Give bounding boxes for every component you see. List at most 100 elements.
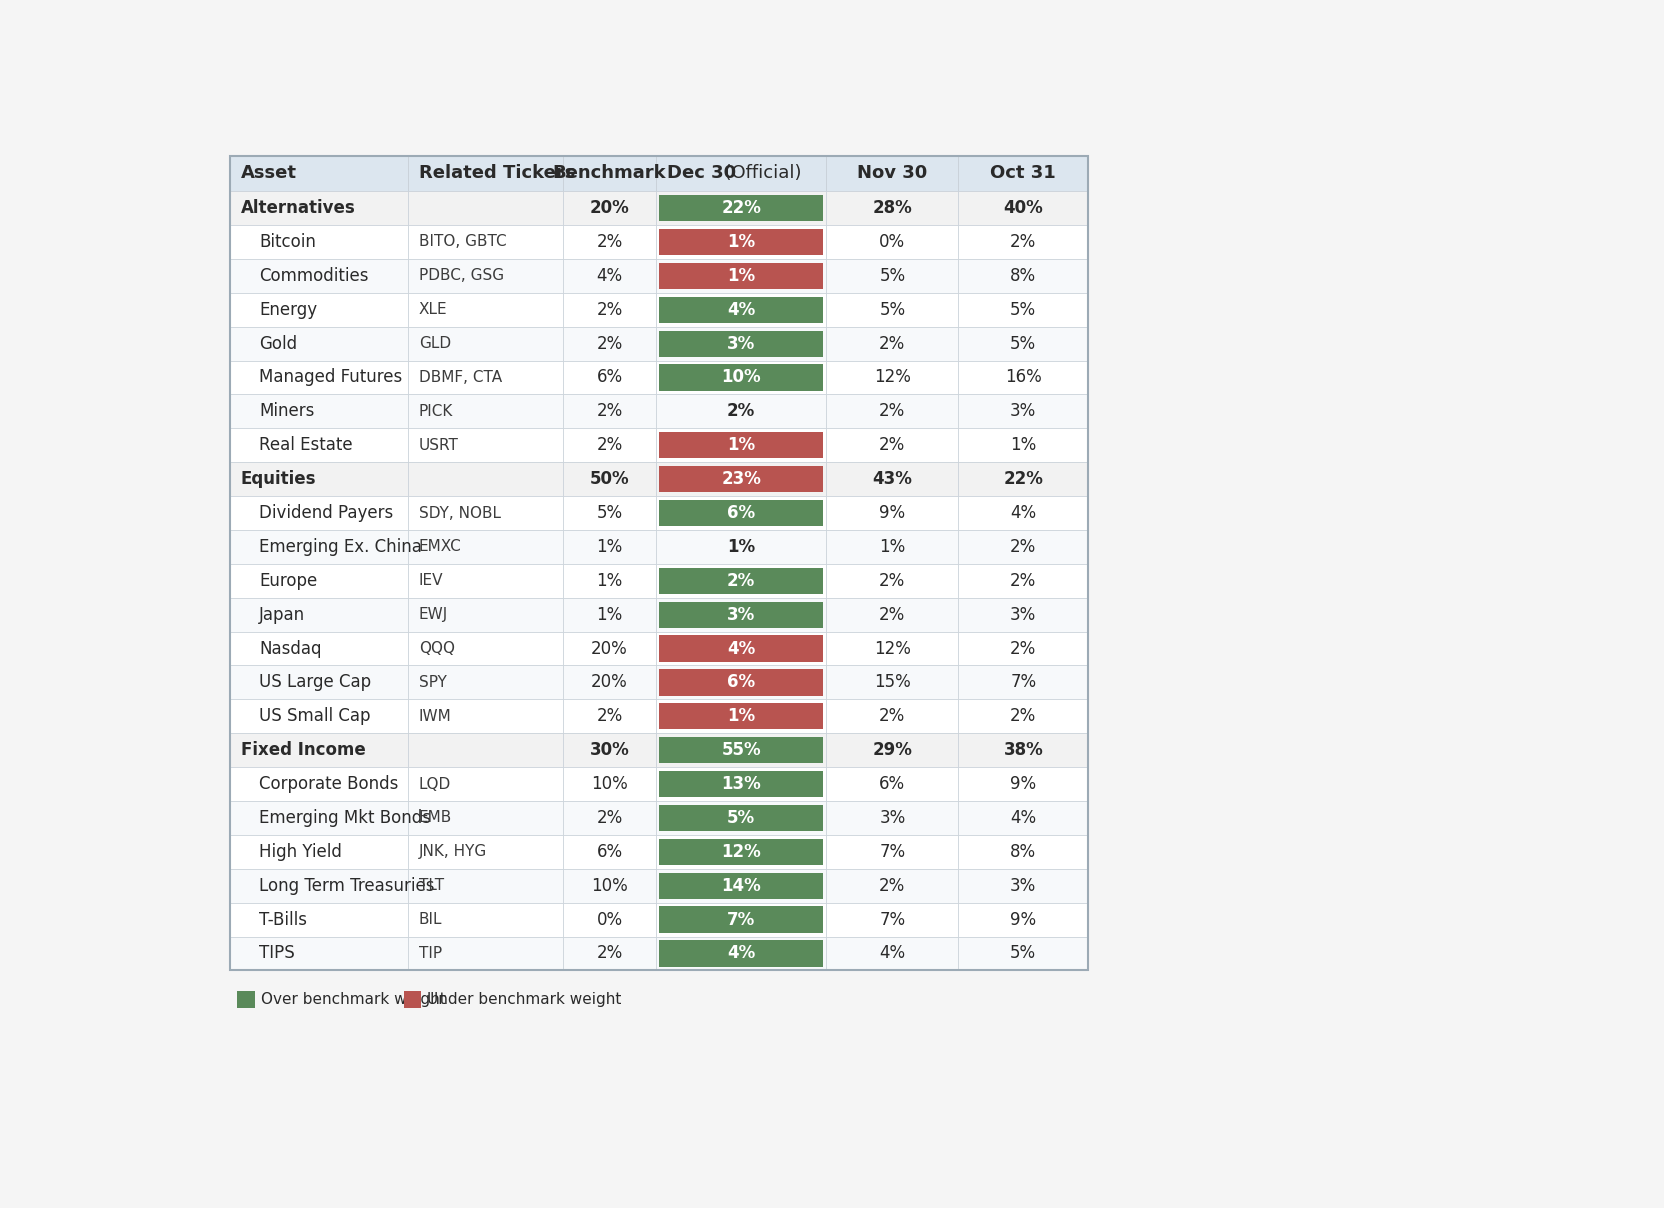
Bar	[656, 835, 827, 869]
Text: 3%: 3%	[1010, 402, 1037, 420]
Text: 2%: 2%	[879, 708, 905, 725]
Bar	[408, 496, 562, 530]
Text: IEV: IEV	[419, 574, 443, 588]
Bar	[562, 191, 656, 225]
Text: 0%: 0%	[596, 911, 622, 929]
Text: Equities: Equities	[241, 470, 316, 488]
Bar	[408, 598, 562, 632]
Text: 0%: 0%	[879, 233, 905, 251]
Text: 2%: 2%	[1010, 233, 1037, 251]
Bar	[659, 602, 824, 628]
Bar	[659, 838, 824, 865]
Bar	[958, 259, 1088, 292]
Text: TIP: TIP	[419, 946, 443, 960]
Bar	[659, 906, 824, 933]
Bar	[659, 635, 824, 662]
Bar	[230, 767, 408, 801]
Bar	[562, 326, 656, 360]
Text: 2%: 2%	[596, 708, 622, 725]
Text: 28%: 28%	[872, 199, 912, 217]
Bar	[230, 360, 408, 395]
Bar	[562, 632, 656, 666]
Text: EWJ: EWJ	[419, 608, 448, 622]
Text: 8%: 8%	[1010, 843, 1037, 861]
Bar	[230, 429, 408, 463]
Text: 2%: 2%	[727, 571, 755, 590]
Bar	[230, 156, 408, 191]
Bar	[659, 432, 824, 458]
Bar	[656, 429, 827, 463]
Bar	[659, 703, 824, 730]
Bar	[656, 598, 827, 632]
Text: Under benchmark weight: Under benchmark weight	[428, 992, 622, 1007]
Text: EMB: EMB	[419, 811, 453, 825]
Bar	[562, 259, 656, 292]
Text: 1%: 1%	[1010, 436, 1037, 454]
Text: Dec 30: Dec 30	[667, 164, 735, 182]
Text: 22%: 22%	[721, 199, 760, 217]
Text: 2%: 2%	[879, 571, 905, 590]
Text: 3%: 3%	[879, 809, 905, 827]
Bar	[827, 496, 958, 530]
Bar	[230, 699, 408, 733]
Bar	[659, 872, 824, 899]
Bar	[827, 156, 958, 191]
Bar	[958, 564, 1088, 598]
Text: TLT: TLT	[419, 878, 444, 893]
Bar	[827, 869, 958, 902]
Bar	[562, 463, 656, 496]
Bar	[958, 767, 1088, 801]
Bar	[958, 733, 1088, 767]
Text: 4%: 4%	[727, 945, 755, 963]
Text: 1%: 1%	[727, 708, 755, 725]
Bar	[659, 466, 824, 492]
Bar	[656, 360, 827, 395]
Bar	[659, 194, 824, 221]
Bar	[827, 463, 958, 496]
Bar	[827, 699, 958, 733]
Text: 12%: 12%	[874, 368, 910, 387]
Bar	[408, 463, 562, 496]
Text: 30%: 30%	[589, 742, 629, 759]
Bar	[659, 331, 824, 356]
Bar	[827, 292, 958, 326]
Text: Emerging Ex. China: Emerging Ex. China	[260, 538, 423, 556]
Text: 20%: 20%	[589, 199, 629, 217]
Bar	[230, 395, 408, 429]
Text: USRT: USRT	[419, 437, 459, 453]
Text: PDBC, GSG: PDBC, GSG	[419, 268, 504, 284]
Bar	[958, 936, 1088, 970]
Bar	[827, 564, 958, 598]
Text: 5%: 5%	[596, 504, 622, 522]
Text: 2%: 2%	[596, 945, 622, 963]
Bar	[562, 292, 656, 326]
Text: 43%: 43%	[872, 470, 912, 488]
Text: US Small Cap: US Small Cap	[260, 708, 371, 725]
Text: TIPS: TIPS	[260, 945, 295, 963]
Text: 5%: 5%	[879, 267, 905, 285]
Text: 3%: 3%	[1010, 605, 1037, 623]
Bar	[408, 564, 562, 598]
Bar	[562, 699, 656, 733]
Bar	[827, 360, 958, 395]
Bar	[827, 632, 958, 666]
Text: 1%: 1%	[727, 436, 755, 454]
Bar	[958, 156, 1088, 191]
Bar	[408, 936, 562, 970]
Text: Real Estate: Real Estate	[260, 436, 353, 454]
Bar	[656, 767, 827, 801]
Text: 6%: 6%	[879, 776, 905, 794]
Bar	[230, 259, 408, 292]
Bar	[659, 228, 824, 255]
Bar	[827, 733, 958, 767]
Bar	[408, 156, 562, 191]
Text: 5%: 5%	[1010, 335, 1037, 353]
Text: QQQ: QQQ	[419, 641, 454, 656]
Bar	[656, 225, 827, 259]
Text: 1%: 1%	[596, 571, 622, 590]
Text: 2%: 2%	[1010, 708, 1037, 725]
Text: 2%: 2%	[879, 402, 905, 420]
Text: SPY: SPY	[419, 675, 446, 690]
Text: Japan: Japan	[260, 605, 305, 623]
Bar	[408, 902, 562, 936]
